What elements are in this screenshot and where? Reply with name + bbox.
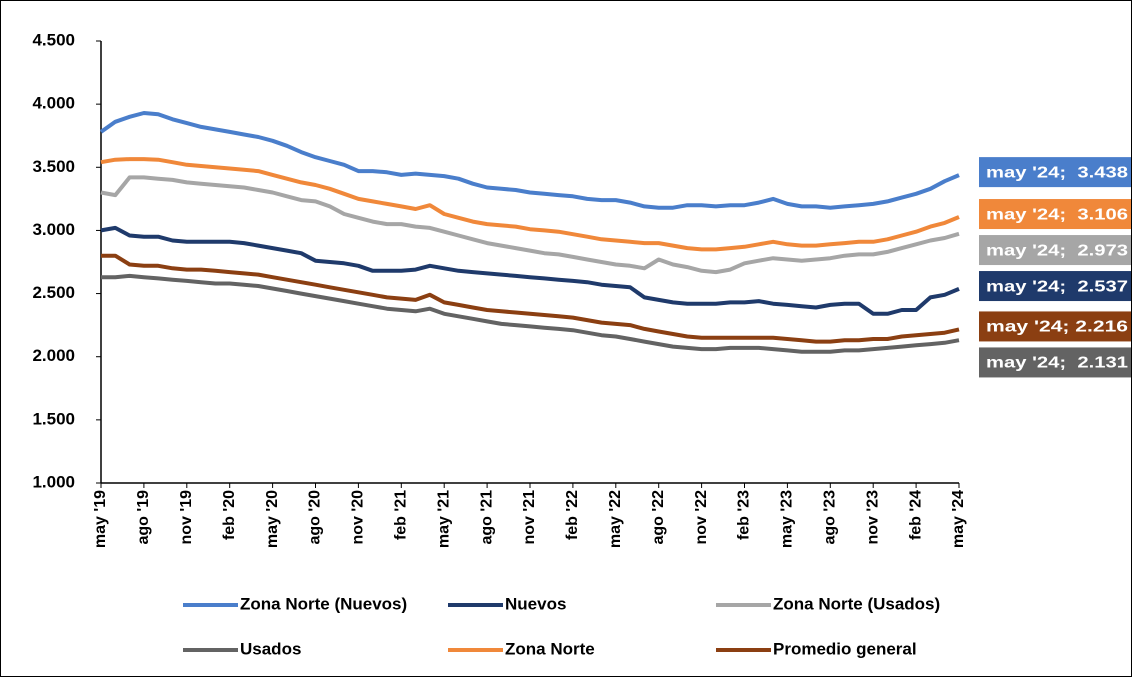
- end-label: may '24; 2.216: [986, 319, 1128, 336]
- legend-item: Usados: [183, 639, 301, 658]
- x-tick-label: may '19: [92, 490, 109, 548]
- x-tick-label: nov '22: [693, 490, 710, 545]
- legend-item: Promedio general: [716, 639, 917, 658]
- x-tick-label: ago '23: [822, 490, 839, 545]
- x-tick-label: nov '19: [178, 490, 195, 545]
- legend-label: Usados: [240, 639, 301, 658]
- x-tick-label: feb '20: [221, 490, 238, 540]
- y-tick-label: 4.500: [32, 30, 75, 49]
- legend-label: Zona Norte (Usados): [773, 594, 940, 613]
- legend-item: Zona Norte: [448, 639, 595, 658]
- x-tick-label: feb '21: [393, 490, 410, 540]
- end-label-box: [979, 271, 1131, 302]
- end-label: may '24; 3.438: [986, 164, 1128, 181]
- series-line: [99, 111, 960, 210]
- end-label: may '24; 2.973: [986, 242, 1128, 259]
- legend-label: Zona Norte (Nuevos): [240, 594, 407, 613]
- end-label: may '24; 2.537: [986, 278, 1128, 295]
- x-tick-label: nov '20: [350, 490, 367, 545]
- legend-item: Zona Norte (Nuevos): [183, 594, 407, 613]
- series-line: [100, 175, 960, 275]
- end-label-box: [979, 235, 1131, 266]
- end-label-box: [979, 199, 1131, 230]
- y-tick-label: 2.000: [32, 346, 75, 365]
- y-tick-label: 1.000: [32, 472, 75, 491]
- series-line: [100, 225, 960, 316]
- y-tick-label: 2.500: [32, 283, 75, 302]
- end-label-box: [979, 157, 1131, 188]
- legend-label: Promedio general: [773, 639, 917, 658]
- series-line: [101, 273, 960, 354]
- x-tick-label: feb '22: [564, 490, 581, 540]
- end-label: may '24; 2.131: [986, 355, 1128, 372]
- end-label-box: [979, 347, 1131, 378]
- x-tick-label: ago '20: [307, 490, 324, 545]
- x-tick-label: may '22: [607, 490, 624, 548]
- legend-item: Zona Norte (Usados): [716, 594, 940, 613]
- end-label: may '24; 3.106: [986, 206, 1128, 223]
- x-tick-label: nov '23: [864, 490, 881, 545]
- legend-label: Nuevos: [505, 594, 566, 613]
- x-tick-label: feb '23: [736, 490, 753, 540]
- x-tick-label: may '20: [264, 490, 281, 548]
- y-tick-label: 4.000: [32, 94, 75, 113]
- legend-item: Nuevos: [448, 594, 566, 613]
- legend-label: Zona Norte: [505, 639, 595, 658]
- series-line: [101, 253, 960, 344]
- y-tick-label: 3.500: [32, 157, 75, 176]
- y-tick-label: 1.500: [32, 409, 75, 428]
- x-tick-label: ago '22: [650, 490, 667, 545]
- x-tick-label: may '21: [435, 490, 452, 548]
- x-tick-label: ago '19: [135, 490, 152, 545]
- y-tick-label: 3.000: [32, 220, 75, 239]
- x-tick-label: ago '21: [478, 490, 495, 545]
- x-tick-label: nov '21: [521, 490, 538, 545]
- x-tick-label: may '23: [779, 490, 796, 548]
- end-label-box: [979, 311, 1131, 342]
- x-tick-label: may '24: [950, 490, 967, 548]
- series-line: [100, 157, 960, 252]
- x-tick-label: feb '24: [907, 490, 924, 540]
